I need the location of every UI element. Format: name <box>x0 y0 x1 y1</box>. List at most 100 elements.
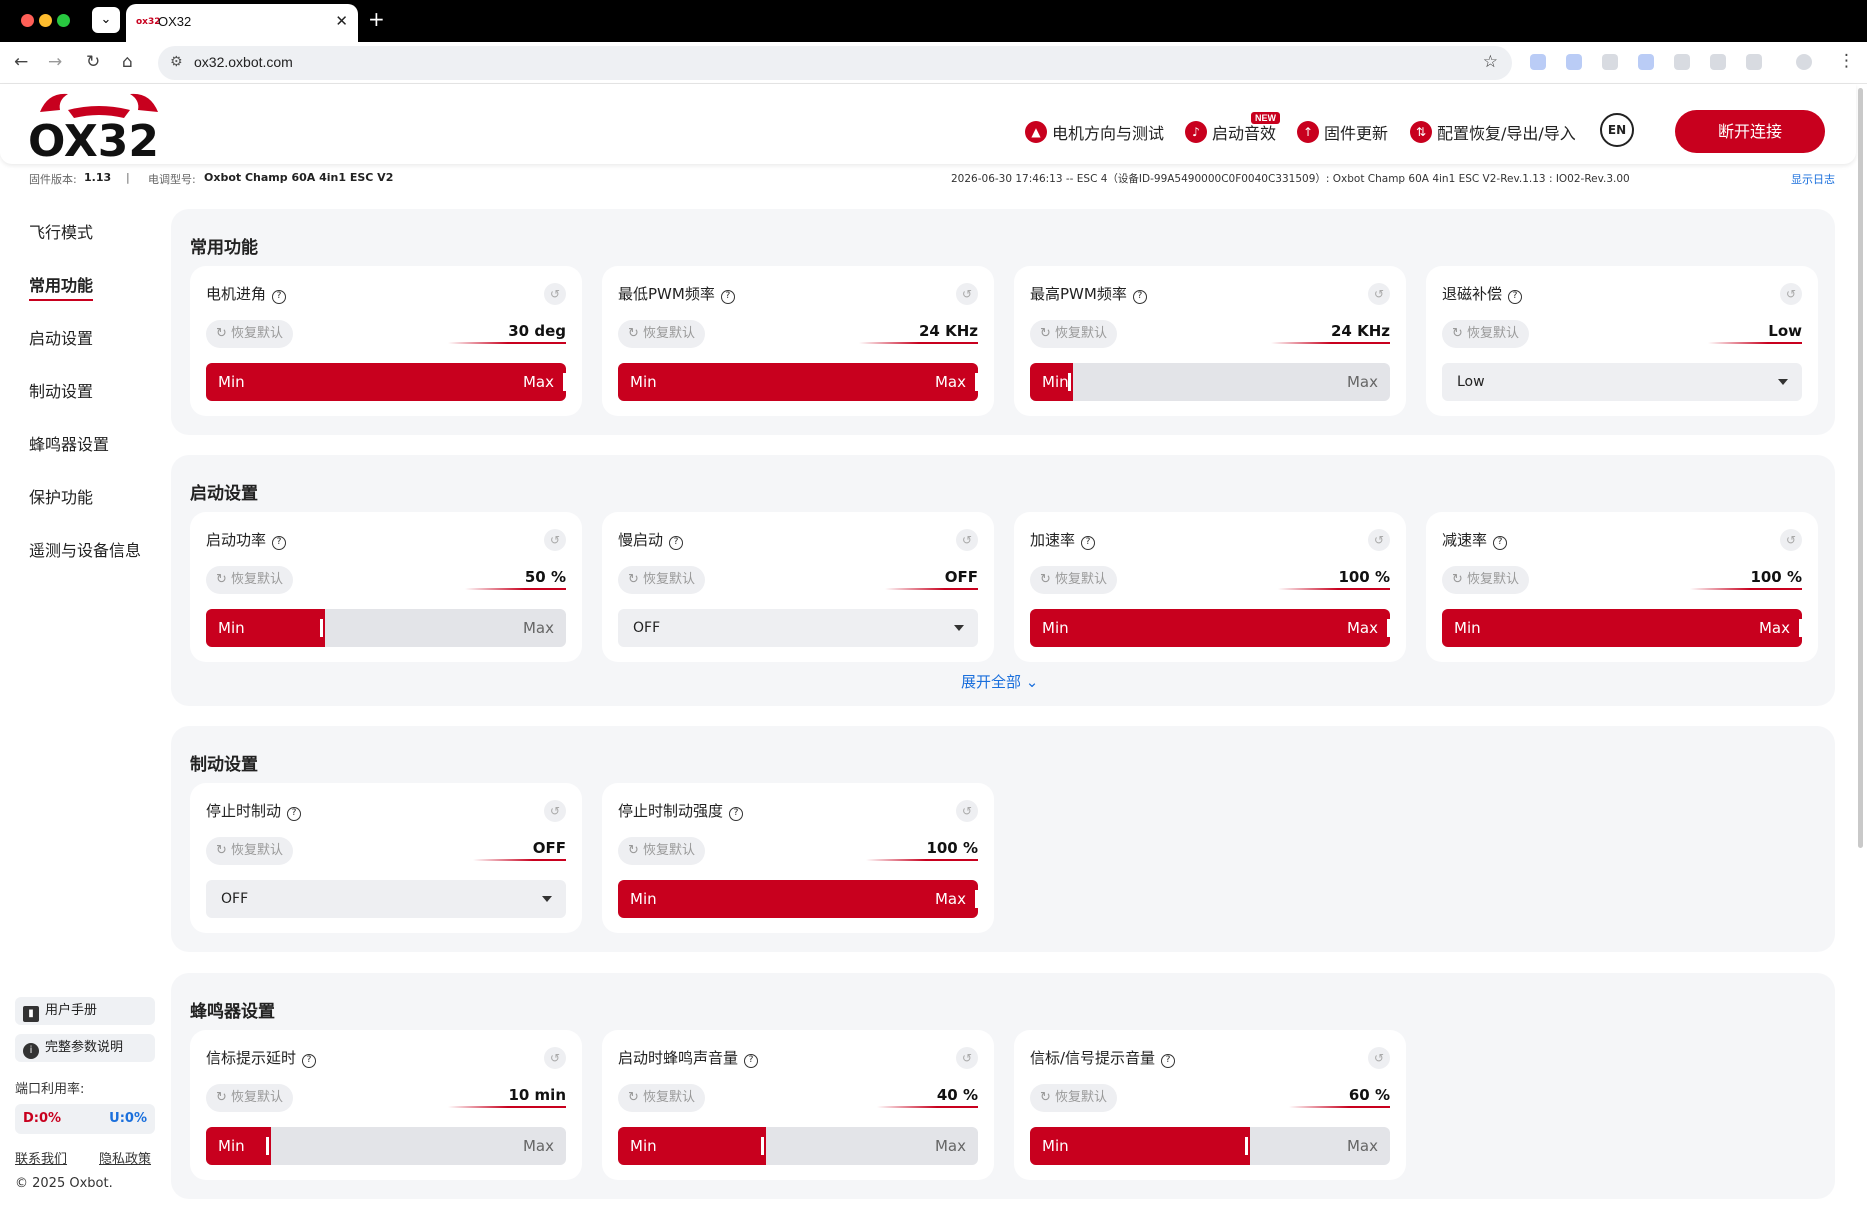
browser-tab[interactable]: ox32 OX32 ✕ <box>126 4 358 42</box>
sidebar-item-protection[interactable]: 保护功能 <box>29 488 94 507</box>
restore-default-button[interactable]: ↻ 恢复默认 <box>206 837 294 865</box>
close-window-button[interactable] <box>21 14 34 27</box>
value-select[interactable]: OFF <box>206 880 566 918</box>
site-settings-icon[interactable]: ⚙ <box>170 54 183 70</box>
help-icon[interactable]: ? <box>302 1054 317 1068</box>
restore-default-button[interactable]: ↻ 恢复默认 <box>206 566 294 594</box>
contact-link[interactable]: 联系我们 <box>15 1152 68 1167</box>
slider-thumb[interactable] <box>1799 619 1802 637</box>
slider-thumb[interactable] <box>1387 619 1390 637</box>
value-slider[interactable]: Min Max <box>1030 1127 1390 1165</box>
page-scrollbar[interactable] <box>1858 88 1863 848</box>
history-reset-icon[interactable]: ↺ <box>544 529 566 551</box>
restore-default-button[interactable]: ↻ 恢复默认 <box>1030 566 1118 594</box>
maximize-window-button[interactable] <box>57 14 70 27</box>
slider-thumb[interactable] <box>266 1137 269 1155</box>
slider-thumb[interactable] <box>563 373 566 391</box>
slider-thumb[interactable] <box>761 1137 764 1155</box>
restore-default-button[interactable]: ↻ 恢复默认 <box>1442 566 1530 594</box>
close-tab-icon[interactable]: ✕ <box>335 12 348 30</box>
restore-default-button[interactable]: ↻ 恢复默认 <box>1030 1084 1118 1112</box>
ox32-logo[interactable]: OX32 <box>28 90 188 160</box>
sidebar-item-flight-mode[interactable]: 飞行模式 <box>29 223 94 242</box>
slider-thumb[interactable] <box>1245 1137 1248 1155</box>
extension-icon[interactable] <box>1566 54 1582 70</box>
extension-icon[interactable] <box>1746 54 1762 70</box>
history-reset-icon[interactable]: ↺ <box>956 800 978 822</box>
profile-icon[interactable] <box>1796 54 1812 70</box>
restore-default-button[interactable]: ↻ 恢复默认 <box>618 320 706 348</box>
extension-icon[interactable] <box>1530 54 1546 70</box>
sidebar-item-buzzer[interactable]: 蜂鸣器设置 <box>29 435 110 454</box>
reload-icon[interactable]: ↻ <box>86 52 101 72</box>
slider-thumb[interactable] <box>320 619 323 637</box>
sidebar-item-common[interactable]: 常用功能 <box>29 272 94 301</box>
restore-default-button[interactable]: ↻ 恢复默认 <box>206 1084 294 1112</box>
extension-icon[interactable] <box>1602 54 1618 70</box>
value-slider[interactable]: Min Max <box>618 1127 978 1165</box>
tab-list-chevron-icon[interactable]: ⌄ <box>92 7 120 33</box>
back-icon[interactable]: ← <box>14 52 29 72</box>
nav-motor-test[interactable]: ▲ 电机方向与测试 <box>1025 120 1164 144</box>
history-reset-icon[interactable]: ↺ <box>544 800 566 822</box>
value-slider[interactable]: Min Max <box>206 363 566 401</box>
help-icon[interactable]: ? <box>669 536 684 550</box>
value-slider[interactable]: Min Max <box>1030 363 1390 401</box>
slider-thumb[interactable] <box>975 373 978 391</box>
help-icon[interactable]: ? <box>272 536 287 550</box>
extension-icon[interactable] <box>1638 54 1654 70</box>
param-docs-button[interactable]: i 完整参数说明 <box>15 1034 155 1062</box>
value-slider[interactable]: Min Max <box>206 609 566 647</box>
help-icon[interactable]: ? <box>729 807 744 821</box>
value-slider[interactable]: Min Max <box>206 1127 566 1165</box>
sidebar-item-telemetry[interactable]: 遥测与设备信息 <box>29 541 142 560</box>
history-reset-icon[interactable]: ↺ <box>1780 529 1802 551</box>
expand-all-link[interactable]: 展开全部 ⌄ <box>961 671 1038 692</box>
user-manual-button[interactable]: ▮ 用户手册 <box>15 997 155 1025</box>
restore-default-button[interactable]: ↻ 恢复默认 <box>618 566 706 594</box>
help-icon[interactable]: ? <box>1132 290 1147 304</box>
extension-icon[interactable] <box>1710 54 1726 70</box>
help-icon[interactable]: ? <box>1508 290 1523 304</box>
privacy-link[interactable]: 隐私政策 <box>99 1152 152 1167</box>
restore-default-button[interactable]: ↻ 恢复默认 <box>1030 320 1118 348</box>
sidebar-item-brake[interactable]: 制动设置 <box>29 382 94 401</box>
browser-menu-icon[interactable]: ⋮ <box>1838 51 1855 71</box>
help-icon[interactable]: ? <box>720 290 735 304</box>
sidebar-item-startup[interactable]: 启动设置 <box>29 329 94 348</box>
minimize-window-button[interactable] <box>39 14 52 27</box>
help-icon[interactable]: ? <box>272 290 287 304</box>
history-reset-icon[interactable]: ↺ <box>1780 283 1802 305</box>
nav-firmware-update[interactable]: ↑ 固件更新 <box>1297 120 1388 144</box>
value-slider[interactable]: Min Max <box>1442 609 1802 647</box>
slider-thumb[interactable] <box>975 890 978 908</box>
help-icon[interactable]: ? <box>1081 536 1096 550</box>
value-slider[interactable]: Min Max <box>618 880 978 918</box>
slider-thumb[interactable] <box>1068 373 1071 391</box>
value-select[interactable]: Low <box>1442 363 1802 401</box>
history-reset-icon[interactable]: ↺ <box>1368 283 1390 305</box>
address-bar[interactable]: ⚙ ox32.oxbot.com ☆ <box>158 46 1512 80</box>
disconnect-button[interactable]: 断开连接 <box>1675 110 1825 153</box>
history-reset-icon[interactable]: ↺ <box>544 1047 566 1069</box>
value-select[interactable]: OFF <box>618 609 978 647</box>
help-icon[interactable]: ? <box>744 1054 759 1068</box>
nav-startup-sound[interactable]: ♪ 启动音效 <box>1185 120 1276 144</box>
help-icon[interactable]: ? <box>1493 536 1508 550</box>
nav-config-backup[interactable]: ⇅ 配置恢复/导出/导入 <box>1410 120 1576 144</box>
history-reset-icon[interactable]: ↺ <box>956 529 978 551</box>
history-reset-icon[interactable]: ↺ <box>956 1047 978 1069</box>
history-reset-icon[interactable]: ↺ <box>956 283 978 305</box>
value-slider[interactable]: Min Max <box>1030 609 1390 647</box>
restore-default-button[interactable]: ↻ 恢复默认 <box>1442 320 1530 348</box>
help-icon[interactable]: ? <box>287 807 302 821</box>
help-icon[interactable]: ? <box>1161 1054 1176 1068</box>
show-log-link[interactable]: 显示日志 <box>1791 173 1835 186</box>
history-reset-icon[interactable]: ↺ <box>1368 1047 1390 1069</box>
home-icon[interactable]: ⌂ <box>122 52 133 72</box>
bookmark-star-icon[interactable]: ☆ <box>1482 52 1498 72</box>
language-switch-icon[interactable]: EN <box>1600 113 1634 147</box>
forward-icon[interactable]: → <box>48 52 63 72</box>
history-reset-icon[interactable]: ↺ <box>544 283 566 305</box>
history-reset-icon[interactable]: ↺ <box>1368 529 1390 551</box>
